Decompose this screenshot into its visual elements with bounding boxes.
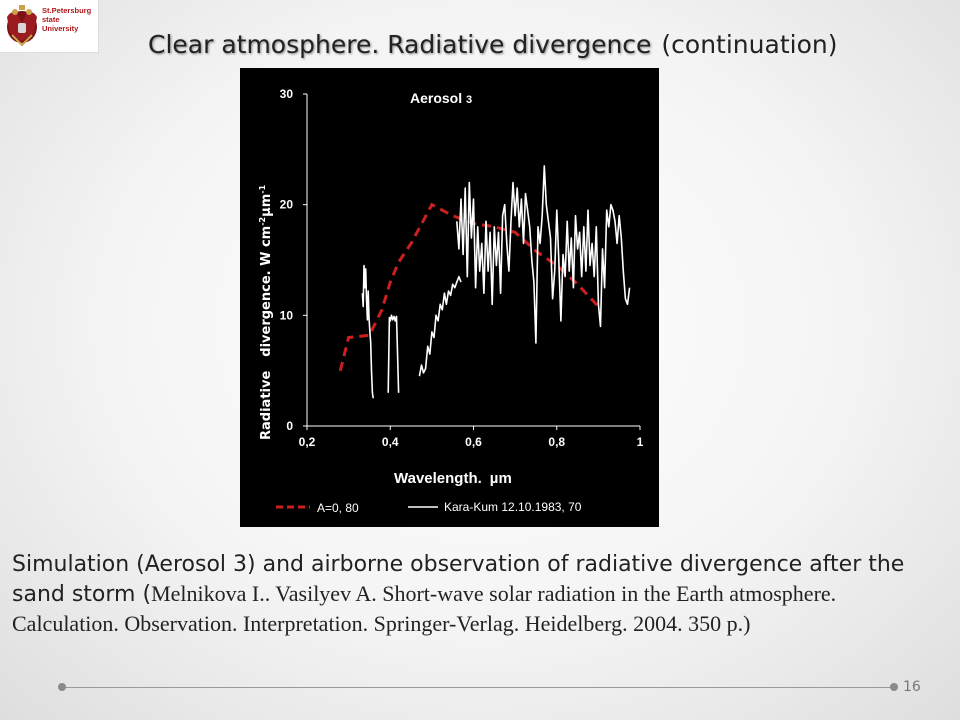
footer-line (62, 687, 897, 688)
slide-title-continuation: (continuation) (661, 30, 838, 59)
y-tick-label: 10 (280, 308, 294, 322)
legend-label-simulation: A=0, 80 (317, 501, 359, 515)
series-line-observation (418, 275, 462, 377)
x-axis-label: Wavelength. µm (394, 470, 512, 487)
x-tick-label: 0,4 (382, 435, 399, 449)
x-axis-ticks: 0,2 0,4 0,6 0,8 1 (299, 426, 644, 449)
logo-line-3: University (42, 24, 79, 33)
legend-label-observation: Kara-Kum 12.10.1983, 70 (444, 500, 582, 514)
footer-dot-right (890, 683, 898, 691)
series-line-observation (456, 165, 631, 344)
series-line-observation (387, 314, 400, 393)
university-logo: St.Petersburg state University (0, 0, 99, 53)
logo-text: St.Petersburg state University (42, 6, 91, 33)
series-layer (338, 165, 631, 399)
caption-text: Simulation (Aerosol 3) and airborne obse… (12, 552, 905, 607)
y-tick-label: 30 (280, 87, 294, 101)
radiative-divergence-chart: 0 10 20 30 0,2 0,4 0,6 0,8 1 Aerosol 3 Radiativ… (240, 68, 659, 527)
caption-reference: Melnikova I.. Vasilyev A. Short-wave sol… (12, 581, 837, 636)
footer-dot-left (58, 683, 66, 691)
logo-line-2: state (42, 15, 60, 24)
slide-caption: Simulation (Aerosol 3) and airborne obse… (12, 551, 947, 639)
legend: A=0, 80 Kara-Kum 12.10.1983, 70 (276, 500, 582, 515)
y-tick-label: 20 (280, 198, 294, 212)
x-tick-label: 0,2 (299, 435, 316, 449)
slide-title: Clear atmosphere. Radiative divergence (c… (148, 30, 837, 59)
chart-title: Aerosol 3 (410, 90, 472, 106)
slide-title-main: Clear atmosphere. Radiative divergence (148, 30, 652, 59)
y-tick-label: 0 (286, 419, 293, 433)
x-tick-label: 0,6 (465, 435, 482, 449)
series-line-observation (361, 264, 374, 399)
x-tick-label: 1 (637, 435, 644, 449)
logo-line-1: St.Petersburg (42, 6, 92, 15)
chart-svg: 0 10 20 30 0,2 0,4 0,6 0,8 1 Aerosol 3 Radiativ… (258, 87, 644, 515)
series-line-simulation (338, 202, 600, 372)
y-axis-label: Radiativedivergence. W cm-2µm-1 (258, 184, 274, 440)
x-tick-label: 0,8 (548, 435, 565, 449)
page-number: 16 (903, 679, 921, 695)
y-axis-ticks: 0 10 20 30 (280, 87, 307, 433)
double-headed-eagle-icon (7, 5, 37, 47)
